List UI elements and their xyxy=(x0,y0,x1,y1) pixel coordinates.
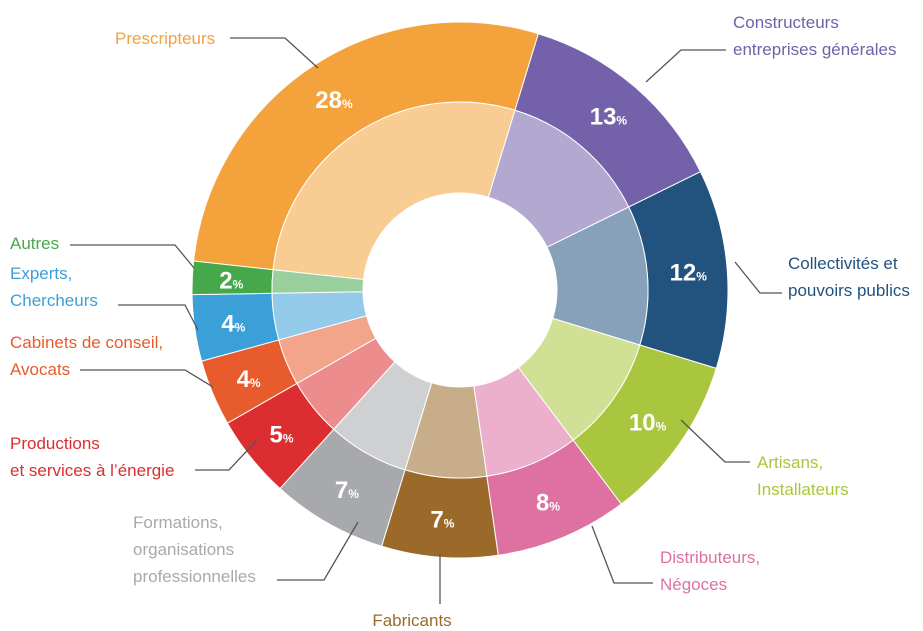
value-unit: % xyxy=(235,321,246,335)
category-line: Autres xyxy=(10,234,59,253)
value-label: 12% xyxy=(670,260,708,287)
value-unit: % xyxy=(250,376,261,390)
value-label: 28% xyxy=(315,87,353,114)
category-line: Chercheurs xyxy=(10,291,98,310)
value-label: 4% xyxy=(221,311,245,338)
value-number: 8 xyxy=(536,489,549,516)
category-label: Distributeurs, Négoces xyxy=(660,548,760,594)
category-line: Installateurs xyxy=(757,480,849,499)
leader-line xyxy=(680,419,750,463)
category-label: Autres xyxy=(10,234,59,253)
category-label: Collectivités et pouvoirs publics xyxy=(788,254,910,300)
category-line: Prescripteurs xyxy=(115,29,215,48)
category-label: Prescripteurs xyxy=(115,29,215,48)
category-line: organisations xyxy=(133,540,234,559)
value-unit: % xyxy=(233,278,244,292)
value-number: 10 xyxy=(629,409,656,436)
leader-line xyxy=(645,49,726,83)
value-label: 4% xyxy=(237,366,261,393)
category-line: Constructeurs xyxy=(733,13,839,32)
value-label: 8% xyxy=(536,489,560,516)
value-label: 5% xyxy=(270,421,294,448)
leader-line xyxy=(80,369,214,388)
category-label: Artisans, Installateurs xyxy=(757,453,849,499)
slice-inner xyxy=(271,269,365,294)
category-line: Formations, xyxy=(133,513,223,532)
value-unit: % xyxy=(616,114,627,128)
value-label: 10% xyxy=(629,409,667,436)
category-line: Distributeurs, xyxy=(660,548,760,567)
value-label: 13% xyxy=(590,104,628,131)
category-label: Productions et services à l’énergie xyxy=(10,434,174,480)
value-unit: % xyxy=(696,270,707,284)
leader-line xyxy=(118,304,199,331)
value-unit: % xyxy=(656,419,667,433)
value-number: 7 xyxy=(430,506,443,533)
category-line: Fabricants xyxy=(372,611,451,630)
category-label: Formations, organisations professionnelles xyxy=(133,513,256,586)
value-number: 28 xyxy=(315,87,342,114)
leader-line xyxy=(195,439,258,471)
leader-line xyxy=(70,244,195,269)
value-unit: % xyxy=(283,431,294,445)
value-label: 7% xyxy=(335,477,359,504)
value-unit: % xyxy=(342,97,353,111)
category-line: Cabinets de conseil, xyxy=(10,333,163,352)
value-number: 4 xyxy=(221,311,235,338)
category-line: entreprises générales xyxy=(733,40,896,59)
category-line: Négoces xyxy=(660,575,727,594)
value-number: 13 xyxy=(590,104,617,131)
leader-line xyxy=(591,525,653,584)
value-label: 2% xyxy=(219,268,243,295)
category-line: Experts, xyxy=(10,264,72,283)
category-label: Constructeurs entreprises générales xyxy=(733,13,896,59)
value-number: 12 xyxy=(670,260,697,287)
category-label: Cabinets de conseil, Avocats xyxy=(10,333,163,379)
value-label: 7% xyxy=(430,506,454,533)
category-line: et services à l’énergie xyxy=(10,461,174,480)
slice-inner xyxy=(272,101,516,281)
category-line: Artisans, xyxy=(757,453,823,472)
category-line: professionnelles xyxy=(133,567,256,586)
category-line: pouvoirs publics xyxy=(788,281,910,300)
value-unit: % xyxy=(444,516,455,530)
value-number: 7 xyxy=(335,477,348,504)
category-line: Avocats xyxy=(10,360,70,379)
category-label: Fabricants xyxy=(372,611,451,630)
value-number: 5 xyxy=(270,421,283,448)
value-number: 4 xyxy=(237,366,251,393)
value-unit: % xyxy=(348,487,359,501)
leader-line xyxy=(734,261,782,294)
value-unit: % xyxy=(549,499,560,513)
value-number: 2 xyxy=(219,268,232,295)
leader-line xyxy=(230,37,319,69)
leader-line xyxy=(277,521,359,581)
category-line: Collectivités et xyxy=(788,254,898,273)
category-line: Productions xyxy=(10,434,100,453)
category-label: Experts, Chercheurs xyxy=(10,264,98,310)
